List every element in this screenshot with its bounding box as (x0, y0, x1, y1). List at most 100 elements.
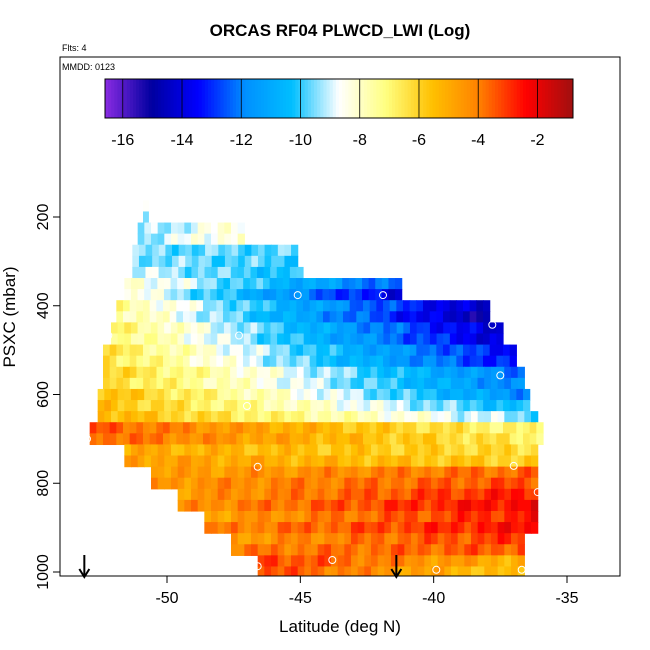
heatmap-cell (237, 222, 245, 235)
heatmap-cell (217, 466, 225, 479)
heatmap-cell (223, 322, 232, 335)
heatmap-cell (343, 300, 351, 312)
heatmap-cell (231, 455, 239, 468)
heatmap-cell (237, 455, 245, 468)
heatmap-cell (471, 499, 479, 512)
heatmap-cell (484, 466, 492, 479)
heatmap-cell (257, 322, 265, 335)
colorbar: -16 -14 -12 -10 -8 -6 -4 -2 (104, 78, 574, 149)
heatmap-cell (335, 289, 343, 301)
heatmap-cell (437, 366, 445, 379)
heatmap-cell (456, 322, 464, 335)
heatmap-cell (364, 544, 372, 556)
heatmap-cell (336, 355, 344, 368)
heatmap-cell (397, 377, 405, 390)
colorbar-swatch (354, 79, 359, 118)
heatmap-cell (397, 544, 405, 556)
heatmap-cell (164, 322, 172, 335)
heatmap-cell (424, 444, 432, 457)
heatmap-cell (184, 455, 192, 468)
heatmap-cell (383, 366, 392, 379)
heatmap-cell (523, 388, 531, 401)
heatmap-cell (216, 355, 224, 368)
heatmap-cell (277, 566, 285, 576)
heatmap-cell (236, 422, 244, 434)
sample-marker (496, 371, 505, 380)
heatmap-cell (531, 455, 539, 468)
heatmap-cell (351, 411, 359, 423)
heatmap-cell (210, 278, 218, 290)
heatmap-cell (483, 422, 491, 434)
heatmap-cell (211, 244, 219, 257)
colorbar-swatch (292, 79, 296, 118)
colorbar-swatch (232, 79, 237, 118)
heatmap-cell (451, 488, 459, 501)
heatmap-cell (163, 433, 171, 446)
heatmap-cell (357, 566, 365, 576)
heatmap-cell (264, 499, 272, 512)
heatmap-cell (364, 455, 372, 468)
heatmap-cell (296, 300, 304, 312)
heatmap-cell (176, 366, 184, 379)
heatmap-cell (277, 411, 285, 423)
heatmap-cell (263, 433, 271, 446)
heatmap-cell (269, 344, 277, 357)
heatmap-cell (150, 278, 158, 290)
heatmap-cell (317, 366, 325, 379)
heatmap-cell (257, 499, 265, 512)
heatmap-cell (216, 433, 224, 446)
heatmap-cell (197, 477, 205, 490)
heatmap-cell (416, 300, 424, 312)
colorbar-swatch (282, 79, 287, 118)
heatmap-cell (391, 477, 399, 490)
colorbar-tick-label: -14 (170, 132, 193, 149)
heatmap-cell (109, 422, 117, 434)
heatmap-cell (388, 289, 396, 301)
heatmap-cell (158, 266, 166, 279)
heatmap-cell (289, 422, 297, 434)
heatmap-cell (317, 466, 325, 479)
heatmap-cell (351, 444, 359, 457)
y-tick-label: 200 (35, 204, 52, 231)
heatmap-cell (324, 510, 332, 523)
heatmap-cell (337, 444, 345, 457)
heatmap-cell (484, 477, 492, 490)
heatmap-cell (456, 433, 464, 446)
heatmap-cell (224, 466, 232, 479)
colorbar-swatch (548, 79, 552, 118)
heatmap-cell (323, 400, 331, 412)
heatmap-cell (231, 255, 239, 268)
heatmap-cell (130, 278, 139, 290)
heatmap-cell (417, 510, 425, 523)
heatmap-cell (483, 344, 491, 357)
heatmap-cells (89, 200, 544, 576)
heatmap-cell (251, 510, 259, 523)
colorbar-swatch (563, 79, 568, 118)
heatmap-cell (217, 333, 225, 346)
heatmap-cell (210, 333, 218, 346)
heatmap-cell (191, 244, 200, 257)
heatmap-cell (457, 555, 465, 568)
heatmap-cell (158, 244, 166, 257)
heatmap-cell (291, 566, 299, 576)
heatmap-cell (177, 400, 185, 412)
heatmap-cell (297, 466, 305, 479)
heatmap-cell (509, 344, 517, 357)
heatmap-cell (289, 355, 297, 368)
heatmap-cell (477, 444, 485, 457)
heatmap-cell (363, 377, 372, 390)
heatmap-cell (204, 233, 212, 246)
heatmap-cell (156, 377, 164, 390)
heatmap-cell (371, 477, 379, 490)
heatmap-cell (304, 411, 312, 423)
heatmap-cell (156, 355, 164, 368)
heatmap-cell (356, 433, 364, 446)
heatmap-cell (383, 377, 392, 390)
heatmap-cell (304, 566, 312, 576)
heatmap-cell (224, 233, 232, 246)
x-axis: -50 -45 -40 -35 (155, 576, 579, 607)
sample-marker (235, 331, 243, 340)
colorbar-swatch (332, 79, 337, 118)
heatmap-cell (197, 222, 205, 235)
